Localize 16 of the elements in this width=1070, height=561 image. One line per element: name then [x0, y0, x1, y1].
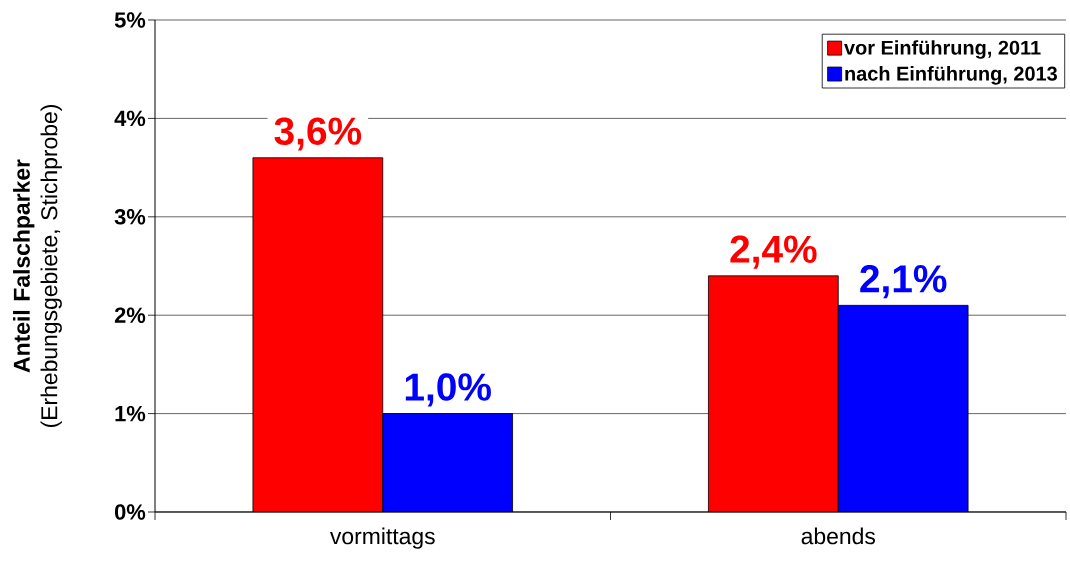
y-tick-label: 3% [114, 209, 146, 225]
x-tick-label: abends [801, 527, 875, 545]
y-axis-title: Anteil Falschparker (Erhebungsgebiete, Stichprobe) [13, 105, 62, 427]
bar [252, 157, 383, 512]
y-tick-label: 2% [114, 307, 146, 323]
y-tick-label: 0% [114, 504, 146, 520]
y-tick-label: 4% [114, 110, 146, 127]
legend-label: nach Einführung, 2013 [845, 66, 1057, 85]
y-tick-label: 5% [114, 12, 146, 28]
data-label: 3,6% [274, 117, 362, 151]
y-tick-label: 1% [115, 405, 146, 422]
data-label: 2,1% [860, 265, 947, 299]
x-tick-label: vormittags [329, 527, 435, 549]
data-label: 2,4% [730, 235, 817, 269]
legend-label: vor Einführung, 2011 [844, 40, 1041, 59]
data-label: 1,0% [405, 373, 491, 407]
